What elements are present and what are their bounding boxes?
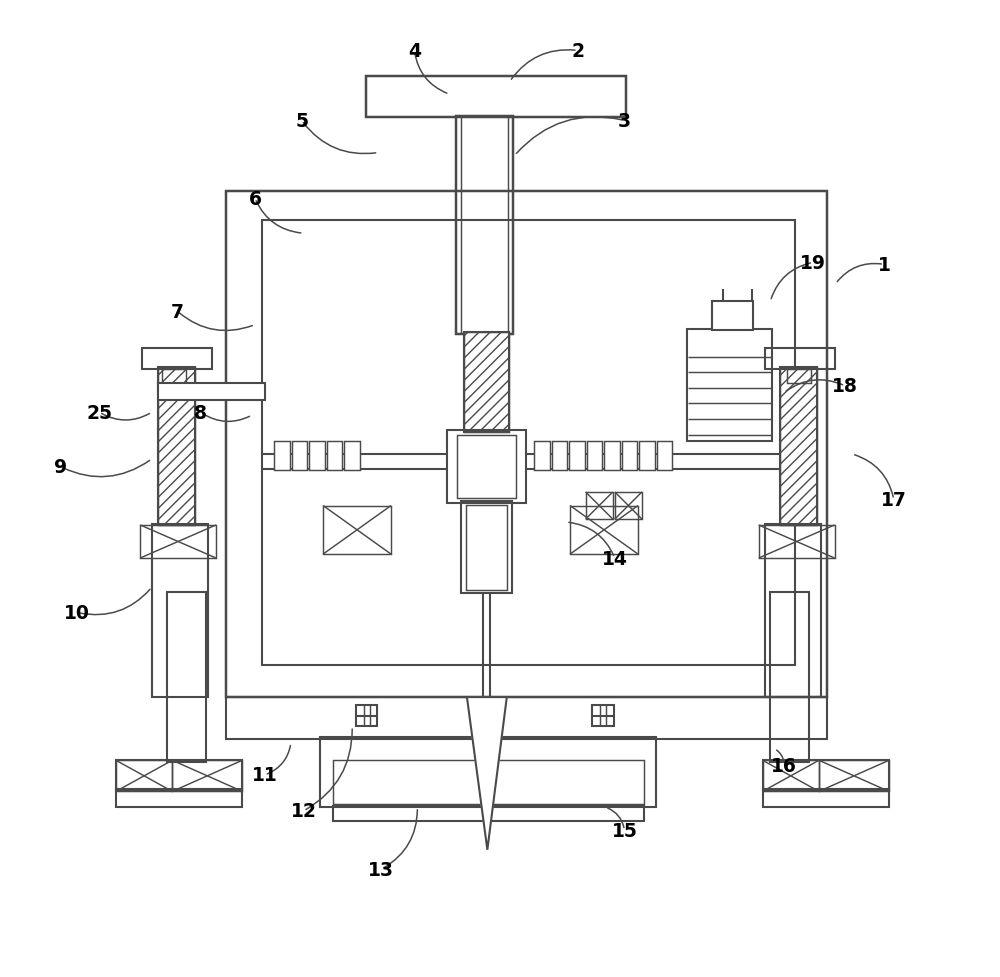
Bar	[461, 501, 512, 593]
Bar	[356, 705, 377, 727]
Text: 1: 1	[878, 256, 891, 275]
Text: 10: 10	[64, 604, 90, 622]
Bar	[819, 760, 889, 791]
Bar	[759, 526, 835, 559]
Bar	[327, 442, 342, 471]
Bar	[763, 789, 889, 807]
Bar	[615, 492, 642, 520]
Bar	[534, 442, 550, 471]
Bar	[226, 698, 827, 740]
Text: 19: 19	[800, 254, 826, 273]
Bar	[320, 738, 656, 807]
Bar	[158, 384, 265, 402]
Bar	[763, 760, 889, 791]
Bar	[333, 760, 644, 804]
Bar	[447, 430, 526, 503]
Bar	[292, 442, 307, 471]
Text: 17: 17	[881, 490, 907, 510]
Text: 12: 12	[291, 801, 317, 821]
Bar	[152, 525, 208, 698]
Bar	[116, 760, 242, 791]
Bar	[765, 349, 835, 370]
Bar	[116, 789, 242, 807]
Bar	[158, 368, 195, 526]
Bar	[262, 221, 795, 665]
Bar	[323, 506, 391, 555]
Bar	[344, 442, 360, 471]
Text: 3: 3	[618, 111, 631, 131]
Bar	[622, 442, 637, 471]
Text: 4: 4	[408, 42, 421, 61]
Bar	[586, 492, 613, 520]
Text: 18: 18	[832, 377, 858, 396]
Text: 8: 8	[194, 404, 207, 422]
Bar	[787, 370, 811, 384]
Bar	[712, 302, 753, 331]
Bar	[464, 333, 509, 432]
Text: 7: 7	[171, 302, 184, 321]
Bar	[226, 192, 827, 698]
Text: 25: 25	[86, 404, 112, 422]
Bar	[765, 525, 821, 698]
Bar	[570, 506, 638, 555]
Bar	[552, 442, 567, 471]
Bar	[464, 333, 509, 432]
Bar	[116, 760, 172, 791]
Bar	[569, 442, 585, 471]
Bar	[687, 330, 772, 442]
Text: 9: 9	[54, 457, 67, 477]
Bar	[172, 760, 242, 791]
Bar	[158, 368, 195, 526]
Bar	[309, 442, 325, 471]
Bar	[763, 760, 819, 791]
Bar	[162, 370, 186, 384]
Text: 2: 2	[571, 42, 584, 61]
Bar	[657, 442, 672, 471]
Bar	[457, 435, 516, 498]
Text: 11: 11	[252, 766, 278, 785]
Text: 5: 5	[295, 111, 308, 131]
Bar	[592, 705, 614, 727]
Bar	[456, 116, 513, 335]
Bar	[366, 76, 626, 117]
Bar	[167, 592, 206, 762]
Bar	[604, 442, 620, 471]
Bar	[587, 442, 602, 471]
Text: 15: 15	[612, 821, 637, 840]
Text: 14: 14	[602, 549, 628, 568]
Bar	[274, 442, 290, 471]
Bar	[466, 505, 507, 590]
Bar	[140, 526, 216, 559]
Bar	[639, 442, 655, 471]
Bar	[770, 592, 809, 762]
Text: 16: 16	[771, 756, 797, 775]
Text: 13: 13	[368, 860, 394, 878]
Bar	[142, 349, 212, 370]
Bar	[780, 368, 817, 526]
Bar	[780, 368, 817, 526]
Text: 6: 6	[248, 190, 261, 208]
Polygon shape	[467, 698, 507, 850]
Bar	[333, 806, 644, 821]
